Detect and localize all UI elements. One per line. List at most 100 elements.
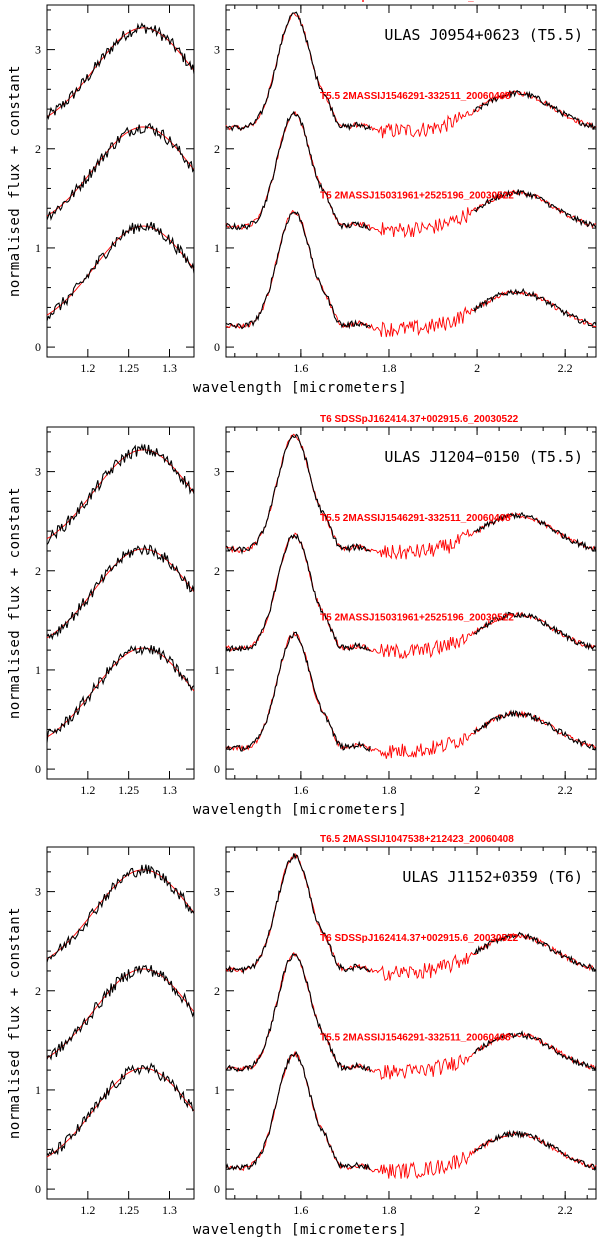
reference-spectrum-j-2 bbox=[46, 548, 195, 639]
comparison-label: T5.5 2MASSIJ1546291-332511_20060408 bbox=[320, 1032, 511, 1043]
xtick-label: 1.3 bbox=[162, 1203, 177, 1217]
object-spectrum-hk-3 bbox=[225, 1051, 597, 1172]
xtick-label: 1.25 bbox=[118, 783, 139, 797]
y-axis-label: normalised flux + constant bbox=[7, 907, 23, 1139]
object-spectrum-hk-2 bbox=[225, 953, 597, 1073]
ytick-label: 1 bbox=[214, 241, 220, 255]
ytick-label: 2 bbox=[214, 984, 220, 998]
reference-spectrum-hk-3 bbox=[225, 209, 597, 338]
object-spectrum-j-3 bbox=[46, 221, 195, 321]
xtick-label: 1.6 bbox=[293, 361, 308, 375]
object-spectrum-hk-1 bbox=[225, 433, 597, 555]
xtick-label: 1.6 bbox=[293, 783, 308, 797]
ytick-label: 3 bbox=[214, 43, 220, 57]
reference-spectrum-j-1 bbox=[46, 449, 195, 540]
object-spectrum-j-1 bbox=[46, 22, 195, 121]
left-axes-frame bbox=[46, 426, 195, 780]
left-axes-frame bbox=[46, 846, 195, 1200]
panel-title: ULAS J1152+0359 (T6) bbox=[402, 868, 583, 886]
object-spectrum-hk-3 bbox=[225, 631, 597, 753]
panel-title: ULAS J0954+0623 (T5.5) bbox=[384, 26, 583, 44]
right-axes-frame bbox=[225, 4, 597, 358]
object-spectrum-j-1 bbox=[46, 864, 195, 963]
ytick-label: 0 bbox=[214, 340, 220, 354]
xtick-label: 1.2 bbox=[80, 361, 95, 375]
object-spectrum-hk-2 bbox=[225, 533, 597, 653]
ytick-label: 0 bbox=[214, 1182, 220, 1196]
comparison-label: T6 SDSSpJ162414.37+002915.6_20030522 bbox=[320, 414, 519, 425]
reference-spectrum-hk-3 bbox=[225, 1050, 597, 1180]
ytick-label: 1 bbox=[214, 663, 220, 677]
object-spectrum-hk-2 bbox=[225, 110, 597, 231]
comparison-label: T5.5 2MASSIJ1546291-332511_20060408 bbox=[320, 91, 511, 102]
object-spectrum-hk-1 bbox=[225, 853, 597, 975]
comparison-label: T5 2MASSJ15031961+2525196_20030522 bbox=[320, 190, 514, 201]
object-spectrum-j-2 bbox=[46, 964, 195, 1061]
xtick-label: 1.2 bbox=[80, 783, 95, 797]
object-spectrum-j-2 bbox=[46, 544, 195, 641]
object-spectrum-j-3 bbox=[46, 645, 195, 743]
panel-1: 0 0 1 1 2 2 3 3 1.2 1.25 1.3 1.6 1.8 2 2.2 T6 SDSSpJ162… bbox=[7, 0, 597, 396]
xtick-label: 2 bbox=[474, 361, 480, 375]
comparison-label: T6 SDSSpJ162414.37+002915.6_20030522 bbox=[320, 933, 519, 944]
ytick-label: 3 bbox=[35, 465, 41, 479]
xtick-label: 1.3 bbox=[162, 783, 177, 797]
comparison-label: T6.5 2MASSIJ1047538+212423_20060408 bbox=[320, 834, 514, 845]
right-axes-frame bbox=[225, 426, 597, 780]
ytick-label: 1 bbox=[35, 241, 41, 255]
xtick-label: 2.2 bbox=[558, 783, 573, 797]
xtick-label: 2 bbox=[474, 783, 480, 797]
object-spectrum-j-3 bbox=[46, 1062, 195, 1157]
y-axis-label: normalised flux + constant bbox=[7, 487, 23, 719]
reference-spectrum-hk-2 bbox=[225, 532, 597, 660]
left-axes-frame bbox=[46, 4, 195, 358]
comparison-label: T5 2MASSJ15031961+2525196_20030522 bbox=[320, 612, 514, 623]
xtick-label: 2.2 bbox=[558, 361, 573, 375]
object-spectrum-hk-1 bbox=[225, 11, 597, 132]
reference-spectrum-hk-3 bbox=[225, 631, 597, 759]
xtick-label: 2 bbox=[474, 1203, 480, 1217]
ytick-label: 1 bbox=[214, 1083, 220, 1097]
panel-3: 0 0 1 1 2 2 3 3 1.2 1.25 1.3 1.6 1.8 2 2.2 T6.5 2MASSIJ… bbox=[7, 834, 597, 1238]
ytick-label: 0 bbox=[35, 762, 41, 776]
xtick-label: 1.25 bbox=[118, 361, 139, 375]
xtick-label: 1.8 bbox=[381, 1203, 396, 1217]
ytick-label: 3 bbox=[35, 885, 41, 899]
xtick-label: 1.8 bbox=[381, 361, 396, 375]
reference-spectrum-hk-1 bbox=[225, 433, 597, 561]
xtick-label: 1.8 bbox=[381, 783, 396, 797]
ytick-label: 2 bbox=[35, 142, 41, 156]
reference-spectrum-j-3 bbox=[46, 647, 195, 738]
ytick-label: 2 bbox=[35, 564, 41, 578]
ytick-label: 0 bbox=[214, 762, 220, 776]
reference-spectrum-j-2 bbox=[46, 126, 195, 217]
reference-spectrum-hk-2 bbox=[225, 111, 597, 239]
ytick-label: 2 bbox=[214, 142, 220, 156]
y-axis-label: normalised flux + constant bbox=[7, 65, 23, 297]
panel-2: 0 0 1 1 2 2 3 3 1.2 1.25 1.3 1.6 1.8 2 2.2 T6 SDSSpJ162… bbox=[7, 414, 597, 818]
reference-spectrum-hk-2 bbox=[225, 951, 597, 1081]
object-spectrum-j-1 bbox=[46, 443, 195, 545]
ytick-label: 3 bbox=[214, 885, 220, 899]
xtick-label: 1.3 bbox=[162, 361, 177, 375]
ytick-label: 2 bbox=[214, 564, 220, 578]
ytick-label: 0 bbox=[35, 340, 41, 354]
x-axis-label: wavelength [micrometers] bbox=[193, 1222, 407, 1238]
x-axis-label: wavelength [micrometers] bbox=[193, 380, 407, 396]
xtick-label: 1.2 bbox=[80, 1203, 95, 1217]
xtick-label: 1.6 bbox=[293, 1203, 308, 1217]
panel-title: ULAS J1204−0150 (T5.5) bbox=[384, 448, 583, 466]
ytick-label: 3 bbox=[214, 465, 220, 479]
comparison-label: T5.5 2MASSIJ1546291-332511_20060408 bbox=[320, 513, 511, 524]
comparison-label: T6 SDSSpJ162414.37+002915.6_20030522 bbox=[320, 0, 519, 3]
ytick-label: 1 bbox=[35, 1083, 41, 1097]
ytick-label: 3 bbox=[35, 43, 41, 57]
ytick-label: 0 bbox=[35, 1182, 41, 1196]
reference-spectrum-j-1 bbox=[46, 27, 195, 118]
xtick-label: 2.2 bbox=[558, 1203, 573, 1217]
ytick-label: 1 bbox=[35, 663, 41, 677]
object-spectrum-j-2 bbox=[46, 122, 195, 222]
xtick-label: 1.25 bbox=[118, 1203, 139, 1217]
ytick-label: 2 bbox=[35, 984, 41, 998]
